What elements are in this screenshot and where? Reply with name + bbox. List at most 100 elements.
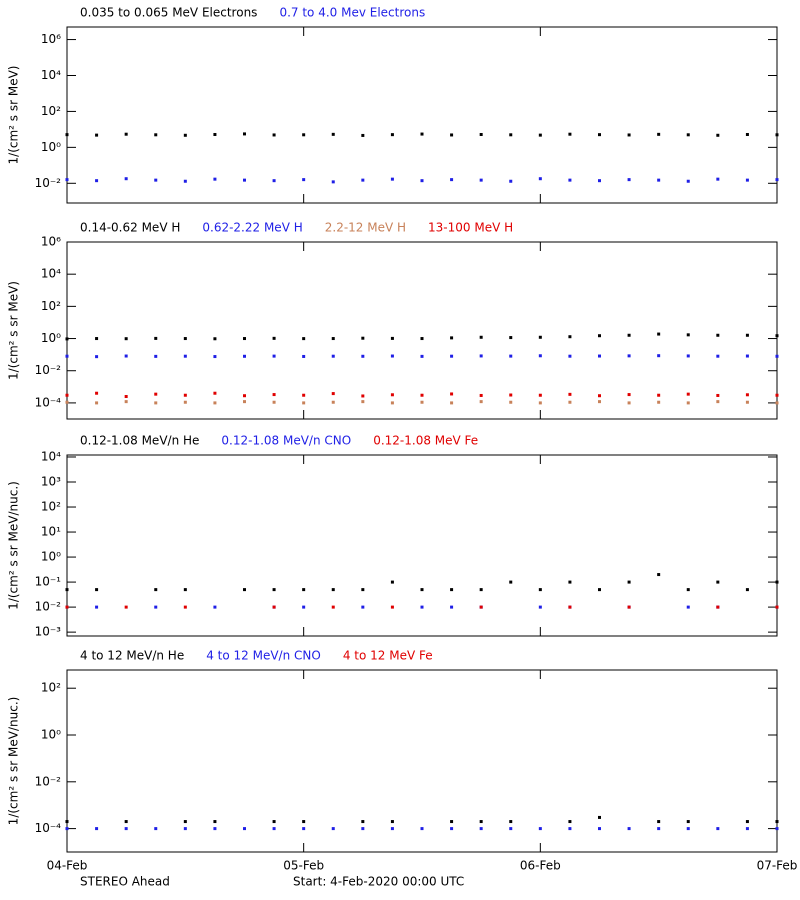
data-point — [154, 588, 158, 592]
legend-entry: 0.7 to 4.0 Mev Electrons — [279, 6, 425, 20]
data-point — [243, 178, 246, 182]
data-point — [686, 588, 690, 592]
data-point — [183, 820, 187, 824]
y-tick-label: 10⁰ — [41, 140, 61, 154]
data-point — [775, 605, 779, 609]
data-point — [509, 133, 513, 137]
data-point — [479, 827, 483, 831]
data-point — [657, 827, 661, 831]
data-point — [538, 177, 542, 181]
data-point — [390, 820, 394, 824]
y-tick-label: 10² — [41, 104, 61, 118]
data-point — [657, 132, 661, 136]
data-point — [420, 827, 424, 831]
legend-entry: 4 to 12 MeV/n He — [80, 649, 184, 663]
data-point — [272, 336, 276, 340]
data-point — [716, 400, 720, 404]
data-point — [302, 401, 306, 405]
legend-entry: 2.2-12 MeV H — [325, 221, 406, 235]
data-point — [716, 393, 720, 397]
y-tick-label: 10¹ — [41, 525, 61, 539]
data-point — [775, 580, 779, 584]
data-point — [213, 391, 217, 395]
data-point — [65, 400, 69, 404]
y-axis-label: 1/(cm² s sr MeV) — [7, 281, 21, 380]
data-point — [686, 820, 690, 824]
data-point — [302, 588, 306, 592]
x-tick-label: 07-Feb — [757, 859, 798, 873]
data-point — [361, 820, 365, 824]
data-point — [302, 605, 306, 609]
data-point — [420, 337, 424, 341]
data-point — [213, 132, 217, 136]
data-point — [213, 355, 217, 359]
data-point — [568, 827, 572, 831]
data-point — [95, 355, 99, 359]
data-point — [154, 336, 158, 340]
data-point — [598, 400, 601, 404]
data-point — [568, 354, 572, 358]
data-point — [65, 820, 69, 824]
data-point — [361, 336, 365, 340]
data-point — [450, 827, 454, 831]
data-point — [450, 178, 454, 182]
y-tick-label: 10⁻² — [35, 600, 62, 614]
data-point — [598, 334, 601, 338]
data-point — [745, 588, 749, 592]
data-point — [420, 393, 424, 397]
data-point — [568, 400, 572, 404]
data-point — [775, 354, 779, 358]
data-point — [686, 392, 690, 396]
data-point — [154, 605, 158, 609]
data-point — [331, 132, 335, 136]
data-point — [183, 354, 187, 358]
data-point — [479, 393, 483, 397]
data-point — [686, 401, 690, 405]
data-point — [361, 400, 365, 404]
data-point — [627, 401, 631, 405]
legend-entry: 4 to 12 MeV Fe — [343, 649, 433, 663]
data-point — [479, 400, 483, 404]
legend-entry: 0.62-2.22 MeV H — [202, 221, 302, 235]
data-point — [745, 354, 749, 358]
data-point — [390, 336, 394, 340]
plot-frame — [66, 454, 778, 637]
data-point — [95, 391, 99, 395]
data-point — [686, 354, 690, 358]
data-point — [331, 400, 335, 404]
data-point — [538, 393, 542, 397]
x-tick-label: 04-Feb — [47, 859, 88, 873]
data-point — [361, 133, 365, 137]
data-point — [775, 820, 779, 824]
data-point — [390, 177, 394, 181]
data-point — [361, 178, 365, 182]
data-point — [243, 588, 246, 592]
data-point — [390, 580, 394, 584]
data-point — [361, 605, 365, 609]
data-point — [243, 132, 246, 136]
data-point — [775, 133, 779, 137]
data-point — [213, 820, 217, 824]
data-point — [686, 133, 690, 137]
start-label: Start: 4-Feb-2020 00:00 UTC — [293, 875, 464, 889]
data-point — [154, 133, 158, 137]
data-point — [183, 393, 187, 397]
data-point — [509, 354, 513, 358]
y-axis-label: 1/(cm² s sr MeV/nuc.) — [7, 481, 21, 610]
data-point — [243, 400, 246, 404]
data-point — [154, 178, 158, 182]
data-point — [568, 580, 572, 584]
data-point — [124, 337, 128, 341]
data-point — [272, 588, 276, 592]
data-point — [450, 133, 454, 137]
data-point — [509, 336, 513, 340]
data-point — [95, 827, 99, 831]
data-point — [598, 815, 601, 819]
data-point — [272, 605, 276, 609]
y-tick-label: 10⁻² — [35, 774, 62, 788]
data-point — [450, 354, 454, 358]
data-point — [538, 335, 542, 339]
data-point — [420, 132, 424, 136]
